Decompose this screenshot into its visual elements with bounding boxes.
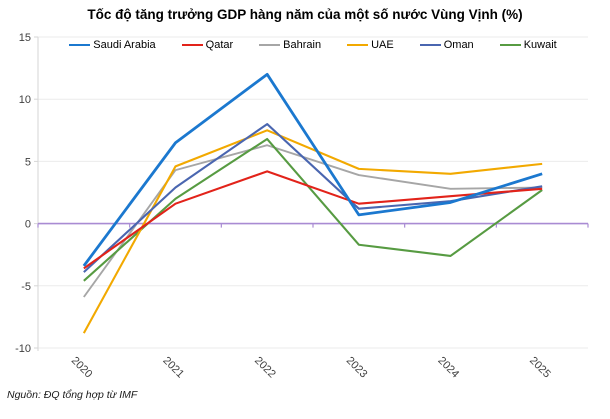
y-tick-label: 5 [25,156,31,168]
series-line-qatar [83,170,543,270]
legend-item-saudi-arabia: Saudi Arabia [69,39,156,51]
legend-label: Saudi Arabia [93,39,156,51]
legend-line-swatch-bahrain [259,44,281,46]
x-tick-label: 2020 [69,355,95,381]
x-tick-label: 2024 [435,355,461,381]
y-tick-label: 15 [19,32,31,44]
x-tick-label: 2023 [344,355,370,381]
series-line-bahrain [83,144,543,298]
legend-label: Kuwait [523,39,557,51]
source-note: Nguồn: ĐQ tổng hợp từ IMF [7,389,138,401]
series-line-saudi-arabia [82,72,543,267]
legend-item-qatar: Qatar [181,39,234,51]
legend-label: Oman [443,39,474,51]
series-line-uae [82,129,543,334]
legend-item-bahrain: Bahrain [259,39,321,51]
legend-line-swatch-oman [419,44,441,46]
legend-item-uae: UAE [347,39,394,51]
x-tick-label: 2022 [252,355,278,381]
legend-line-swatch-qatar [181,44,203,46]
y-tick-label: 10 [19,94,31,106]
chart-legend: Saudi Arabia Qatar Bahrain UAE Oman Kuwait [38,39,588,51]
chart-title: Tốc độ tăng trưởng GDP hàng năm của một … [87,7,523,22]
x-tick-label: 2021 [160,355,186,381]
legend-line-swatch-saudi-arabia [69,44,91,46]
legend-label: Qatar [205,39,234,51]
legend-item-kuwait: Kuwait [499,39,557,51]
x-tick-label: 2025 [527,355,553,381]
legend-item-oman: Oman [419,39,474,51]
legend-line-swatch-kuwait [499,44,521,46]
legend-label: Bahrain [283,39,322,51]
y-tick-label: -10 [15,343,31,355]
series-line-kuwait [83,137,543,282]
legend-line-swatch-uae [347,44,369,46]
legend-label: UAE [371,39,394,51]
y-tick-label: 0 [25,219,31,231]
y-tick-label: -5 [21,281,31,293]
